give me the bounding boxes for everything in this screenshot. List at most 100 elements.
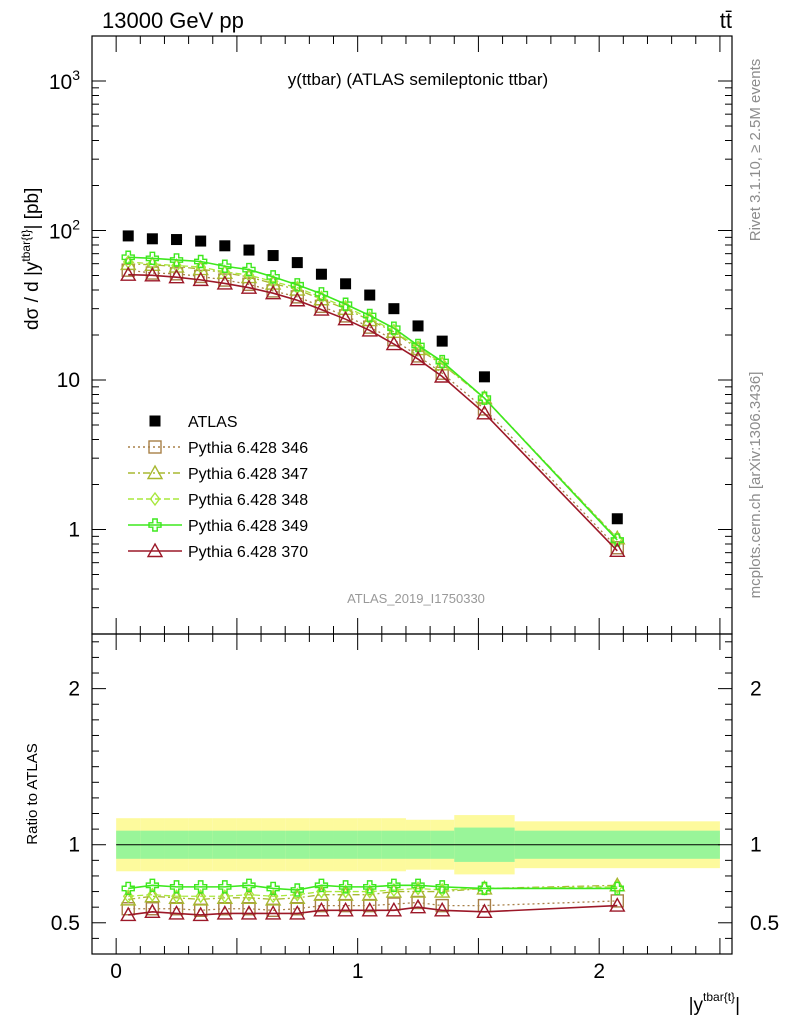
main-marker-s3-8: [314, 287, 329, 301]
main-marker-s0-15: [610, 541, 624, 555]
main-ytick-label-exp-2: 2: [72, 217, 80, 233]
ratio-marker-s3-10: [363, 880, 377, 894]
data-point-12: [412, 320, 424, 332]
data-point-3: [195, 235, 207, 247]
main-marker-s3-9: [338, 297, 353, 311]
legend-marker-3: [148, 518, 162, 532]
main-marker-s4-1: [144, 266, 161, 282]
main-line-3: [128, 256, 618, 541]
data-point-15: [611, 513, 623, 525]
ratio-marker-s4-8: [313, 901, 330, 917]
main-marker-s4-15: [609, 542, 626, 558]
ratio-marker-s3-9: [338, 880, 353, 894]
main-marker-s3-11: [387, 321, 401, 335]
xtick-label-1: 1: [352, 960, 364, 983]
ratio-marker-s4-14: [476, 903, 493, 919]
ratio-marker-s2-0: [122, 889, 134, 904]
legend: ATLAS Pythia 6.428 346 Pythia 6.428 347 Pyt…: [128, 414, 308, 561]
main-marker-s4-5: [240, 279, 258, 294]
ratio-marker-s4-1: [144, 903, 161, 919]
ratio-marker-s2-3: [195, 889, 207, 904]
ratio-marker-s3-15: [610, 881, 624, 896]
data-point-8: [315, 268, 327, 280]
main-marker-s0-2: [169, 267, 184, 281]
ratio-marker-s4-12: [409, 898, 427, 914]
data-point-6: [267, 250, 279, 262]
ratio-marker-s4-15: [609, 897, 626, 912]
main-ytick-label-3: 103: [49, 67, 80, 94]
ratio-marker-s2-15: [611, 879, 623, 895]
main-ytick-label-base-2: 10: [49, 221, 72, 244]
mcplots-label: mcplots.cern.ch [arXiv:1306.3436]: [747, 372, 764, 599]
main-marker-s4-10: [361, 321, 378, 337]
energy-label: 13000 GeV pp: [102, 8, 244, 33]
legend-label-1: Pythia 6.428 347: [188, 466, 308, 483]
ratio-line-1: [128, 884, 618, 901]
main-marker-s4-2: [168, 268, 185, 284]
main-line-1: [128, 263, 618, 539]
x-axis-label: |ytbar{t}|: [689, 990, 740, 1016]
data-point-11: [388, 303, 400, 315]
main-ytick-label-exp-3: 3: [72, 67, 80, 83]
data-point-1: [146, 233, 158, 245]
main-marker-s4-13: [433, 368, 451, 383]
main-line-2: [128, 261, 618, 540]
legend-marker-1: [146, 464, 164, 480]
main-line-0: [128, 269, 618, 549]
data-point-2: [171, 234, 183, 246]
ratio-marker-s3-8: [314, 878, 329, 893]
main-marker-s3-12: [411, 338, 425, 353]
ratio-ytick-label-left-0: 0.5: [51, 912, 80, 935]
main-marker-s3-14: [477, 391, 492, 405]
xtick-label-0: 0: [110, 960, 122, 983]
main-marker-s3-7: [290, 278, 304, 292]
ratio-marker-s3-3: [193, 880, 208, 894]
data-point-4: [219, 240, 231, 252]
main-marker-s3-1: [145, 251, 160, 266]
main-marker-s4-0: [120, 266, 137, 281]
legend-label-0: Pythia 6.428 346: [188, 440, 308, 457]
ratio-ytick-label-right-2: 2: [750, 678, 762, 701]
ratio-marker-s4-0: [120, 906, 137, 922]
ratio-marker-s4-5: [240, 904, 258, 920]
data-point-13: [436, 335, 448, 347]
analysis-id: ATLAS_2019_I1750330: [347, 591, 485, 606]
data-point-10: [364, 289, 376, 301]
legend-label-2: Pythia 6.428 348: [188, 492, 308, 509]
main-marker-s4-3: [192, 271, 209, 287]
process-label: tt̄: [720, 8, 732, 33]
main-marker-s2-1: [147, 256, 158, 272]
legend-label-3: Pythia 6.428 349: [188, 518, 308, 535]
main-marker-s3-6: [266, 270, 280, 284]
ratio-ytick-label-right-0: 0.5: [750, 912, 779, 935]
ratio-marker-s3-11: [387, 878, 401, 893]
xtick-label-2: 2: [593, 960, 605, 983]
ratio-marker-s2-6: [267, 889, 279, 904]
ratio-marker-s4-3: [192, 906, 209, 922]
main-marker-s3-5: [242, 262, 256, 277]
data-point-7: [291, 257, 303, 269]
ratio-marker-s3-4: [218, 880, 232, 894]
ratio-marker-s4-2: [168, 904, 185, 920]
ratio-marker-s2-2: [171, 889, 182, 904]
ratio-marker-s4-13: [433, 901, 451, 917]
ratio-marker-s4-4: [216, 904, 234, 920]
ratio-marker-s3-13: [435, 880, 449, 894]
legend-marker-0: [148, 440, 162, 454]
ratio-marker-s2-1: [147, 887, 158, 902]
ratio-marker-s3-6: [266, 881, 280, 896]
legend-label-data: ATLAS: [188, 414, 238, 431]
main-marker-s4-12: [409, 350, 427, 366]
ratio-marker-s4-7: [289, 904, 306, 920]
main-marker-s4-8: [313, 301, 330, 316]
main-y-axis-label: dσ / d |ytbar{t}| [pb]: [19, 188, 43, 330]
ratio-marker-s2-8: [316, 884, 327, 899]
main-line-4: [128, 273, 618, 552]
main-marker-s3-10: [363, 308, 377, 323]
legend-marker-2: [149, 491, 161, 507]
data-point-5: [243, 244, 255, 256]
legend-marker-data: [149, 415, 161, 427]
ratio-line-4: [128, 904, 618, 916]
ratio-panel: 0.5 0.5 1 1 2 2 0 1 2: [51, 633, 779, 983]
ratio-marker-s3-1: [145, 878, 160, 893]
